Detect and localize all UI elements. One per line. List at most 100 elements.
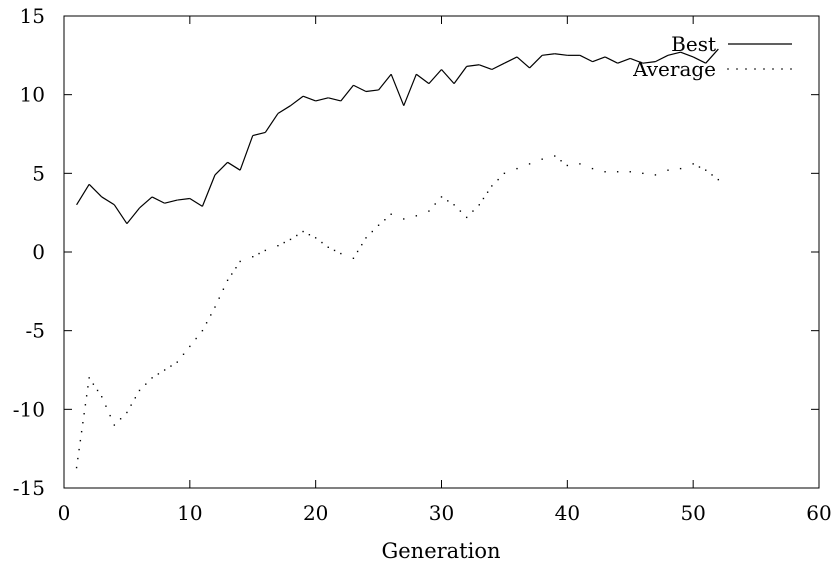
average-dot: [205, 322, 208, 324]
best-segment: [239, 135, 254, 171]
series-layer: [75, 48, 720, 469]
best-segment: [667, 51, 681, 56]
average-dot: [384, 219, 386, 221]
legend-sample-dot: [781, 68, 783, 70]
average-dot: [491, 185, 493, 187]
average-dot: [92, 383, 95, 385]
x-tick-label: 50: [680, 501, 705, 525]
y-tick-label: -5: [26, 319, 45, 343]
average-dot: [87, 386, 89, 388]
x-tick-label: 60: [806, 501, 831, 525]
average-dot: [528, 163, 531, 165]
average-dot: [182, 353, 185, 355]
average-dot: [352, 257, 355, 259]
best-segment: [302, 95, 316, 102]
best-segment: [378, 73, 392, 91]
average-dot: [283, 241, 285, 244]
series-best: [76, 48, 719, 225]
average-dot: [308, 233, 311, 236]
average-dot: [79, 439, 82, 442]
average-dot: [541, 158, 543, 160]
average-dot: [486, 191, 489, 193]
best-segment: [189, 197, 203, 207]
best-segment: [692, 56, 707, 64]
average-dot: [340, 252, 342, 255]
best-segment: [403, 73, 417, 106]
average-dot: [239, 260, 241, 263]
best-segment: [139, 196, 153, 209]
best-segment: [441, 69, 455, 85]
average-dot: [365, 237, 367, 239]
average-dot: [296, 234, 298, 237]
x-tick-label: 10: [177, 501, 202, 525]
best-segment: [428, 69, 442, 85]
average-dot: [157, 373, 160, 375]
average-dot: [109, 414, 111, 417]
best-segment: [453, 65, 468, 85]
best-segment: [365, 89, 379, 93]
best-segment: [252, 131, 266, 137]
best-segment: [642, 61, 656, 64]
average-dot: [85, 395, 88, 397]
average-dot: [96, 389, 99, 392]
x-tick-label: 20: [303, 501, 328, 525]
best-segment: [277, 105, 291, 115]
average-dot: [134, 397, 137, 399]
average-dot: [214, 306, 216, 308]
average-dot: [440, 196, 443, 198]
average-dot: [130, 404, 132, 406]
best-segment: [177, 197, 190, 201]
average-dot: [226, 279, 229, 282]
average-dot: [231, 273, 233, 275]
best-segment: [504, 56, 518, 64]
legend-sample-dot: [754, 68, 756, 70]
best-segment: [479, 64, 493, 71]
average-dot: [591, 167, 594, 170]
best-segment: [680, 51, 694, 58]
average-dot: [629, 171, 631, 173]
average-dot: [126, 411, 128, 414]
average-dot: [447, 200, 449, 202]
legend-label-best: Best: [671, 32, 716, 56]
best-segment: [415, 73, 430, 85]
best-segment: [617, 57, 631, 64]
average-dot: [705, 169, 707, 171]
average-dot: [497, 178, 499, 181]
x-tick-label: 40: [555, 501, 580, 525]
legend-sample-dot: [772, 68, 774, 70]
average-dot: [390, 213, 392, 215]
average-dot: [119, 418, 122, 420]
average-dot: [77, 457, 79, 460]
best-segment: [592, 56, 606, 63]
average-dot: [302, 230, 304, 233]
average-dot: [717, 178, 720, 181]
average-dot: [465, 216, 468, 219]
best-segment: [353, 84, 367, 93]
best-segment: [630, 57, 644, 64]
y-tick-label: 10: [20, 83, 45, 107]
average-dot: [472, 210, 474, 212]
legend-sample-dot: [745, 68, 747, 70]
average-dot: [560, 160, 562, 162]
average-dot: [434, 203, 436, 205]
average-dot: [289, 238, 292, 241]
average-dot: [314, 237, 317, 239]
average-dot: [554, 155, 556, 157]
average-dot: [327, 246, 329, 248]
average-dot: [516, 167, 518, 170]
average-dot: [235, 267, 237, 269]
average-dot: [82, 422, 84, 424]
best-segment: [264, 113, 279, 133]
y-tick-label: -15: [13, 476, 45, 500]
average-dot: [453, 204, 455, 206]
x-axis-label: Generation: [381, 539, 500, 563]
best-segment: [328, 97, 341, 102]
legend-label-average: Average: [632, 57, 716, 81]
best-segment: [201, 174, 216, 207]
average-dot: [679, 167, 682, 170]
axis-ticks: [63, 15, 820, 489]
average-dot: [361, 243, 363, 246]
average-dot: [482, 197, 485, 200]
average-dot: [105, 405, 107, 407]
